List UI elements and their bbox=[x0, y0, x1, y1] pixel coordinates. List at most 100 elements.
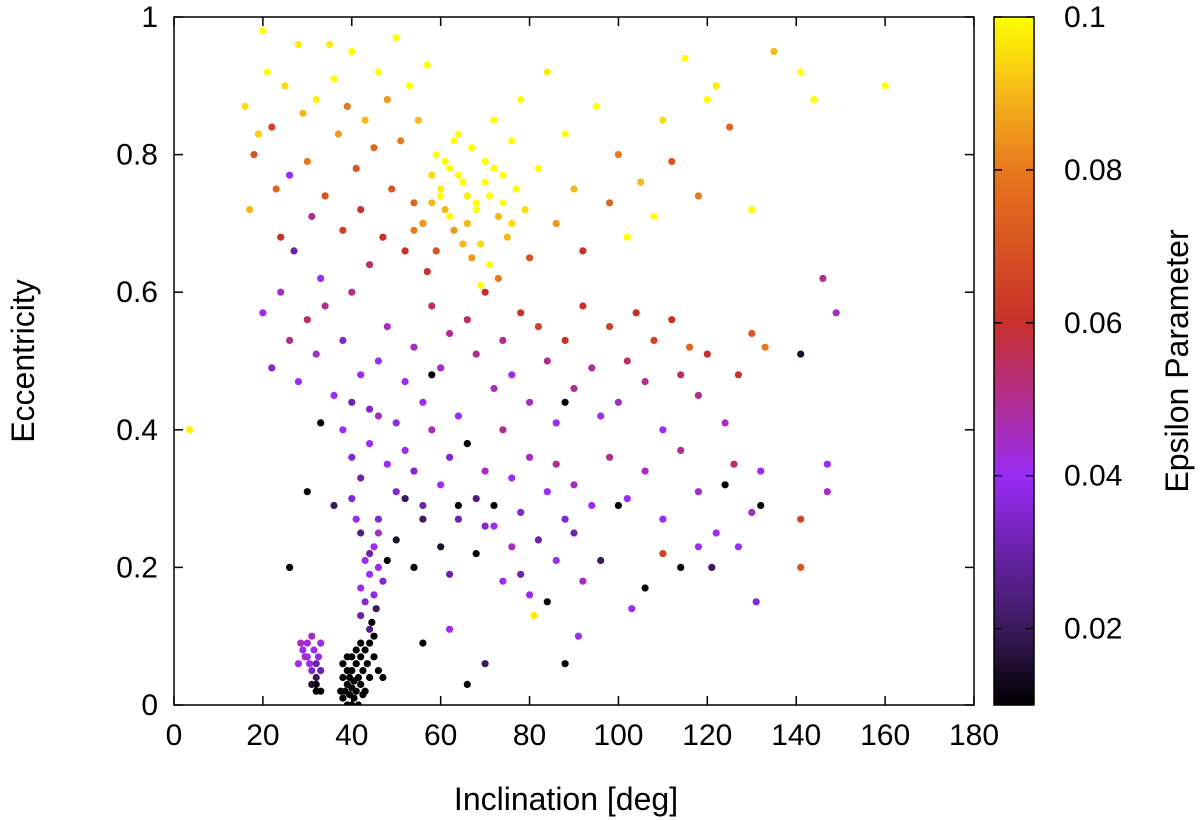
colorbar-frame bbox=[993, 16, 1035, 706]
data-point bbox=[372, 605, 380, 613]
y-tick-label: 0.8 bbox=[116, 139, 158, 172]
data-point bbox=[317, 667, 325, 675]
data-point bbox=[361, 687, 369, 695]
data-point bbox=[339, 673, 347, 682]
data-point bbox=[588, 501, 596, 510]
data-point bbox=[530, 612, 538, 620]
data-point bbox=[370, 653, 378, 661]
data-point bbox=[370, 543, 378, 551]
y-tick-label: 0 bbox=[141, 689, 158, 722]
data-point bbox=[797, 563, 805, 572]
data-point bbox=[348, 453, 356, 461]
data-point bbox=[508, 219, 516, 227]
data-point bbox=[366, 550, 374, 558]
data-point bbox=[370, 144, 378, 152]
data-point bbox=[561, 336, 569, 344]
data-point bbox=[246, 206, 254, 214]
data-point bbox=[823, 460, 831, 468]
data-point bbox=[383, 323, 391, 331]
data-point bbox=[330, 501, 338, 510]
data-point bbox=[748, 329, 756, 338]
data-point bbox=[419, 219, 427, 227]
data-point bbox=[410, 563, 418, 572]
data-point bbox=[832, 309, 840, 317]
data-point bbox=[459, 240, 467, 248]
data-point bbox=[286, 171, 294, 179]
data-point bbox=[303, 316, 311, 324]
data-point bbox=[370, 591, 378, 599]
data-point bbox=[352, 515, 360, 523]
data-point bbox=[748, 206, 756, 214]
data-point bbox=[628, 605, 636, 613]
data-point bbox=[490, 116, 498, 124]
data-point bbox=[650, 336, 658, 344]
data-point bbox=[694, 192, 703, 200]
data-point bbox=[819, 274, 827, 282]
data-point bbox=[428, 371, 436, 379]
data-point bbox=[641, 378, 649, 386]
data-point bbox=[797, 350, 805, 358]
data-point bbox=[330, 75, 338, 83]
data-point bbox=[446, 212, 454, 221]
data-point bbox=[308, 667, 316, 675]
data-point bbox=[374, 357, 382, 365]
data-point bbox=[677, 563, 685, 572]
data-point bbox=[374, 529, 382, 537]
data-point bbox=[570, 529, 578, 537]
data-point bbox=[268, 364, 276, 372]
data-point bbox=[366, 261, 374, 269]
data-point bbox=[472, 199, 480, 207]
colorbar-title: Epsilon Parameter bbox=[1159, 229, 1195, 493]
data-point bbox=[499, 199, 507, 207]
colorbar-tick-label: 0.1 bbox=[1064, 1, 1106, 34]
data-point bbox=[330, 391, 338, 399]
data-point bbox=[301, 653, 309, 661]
data-point bbox=[368, 618, 376, 627]
data-point bbox=[423, 61, 431, 69]
data-point bbox=[770, 47, 778, 56]
data-point bbox=[379, 577, 387, 585]
data-point bbox=[490, 384, 498, 393]
data-point bbox=[366, 570, 374, 578]
data-point bbox=[561, 660, 569, 668]
data-point bbox=[383, 96, 391, 104]
data-point bbox=[366, 673, 374, 682]
data-point bbox=[579, 577, 587, 585]
data-point bbox=[623, 233, 631, 241]
data-point bbox=[357, 584, 365, 592]
data-point bbox=[401, 446, 409, 454]
data-point bbox=[272, 185, 280, 193]
data-point bbox=[446, 329, 454, 338]
data-point bbox=[508, 371, 516, 379]
data-point bbox=[357, 639, 365, 647]
data-point bbox=[463, 316, 471, 324]
data-point bbox=[468, 144, 476, 152]
data-point bbox=[797, 68, 805, 76]
data-point bbox=[534, 164, 543, 172]
data-point bbox=[392, 34, 400, 42]
data-point bbox=[428, 302, 436, 310]
data-point bbox=[286, 563, 294, 572]
data-point bbox=[454, 171, 462, 179]
data-point bbox=[354, 673, 362, 682]
data-point bbox=[614, 398, 623, 406]
data-point bbox=[432, 247, 440, 255]
data-point bbox=[694, 488, 703, 496]
data-point bbox=[570, 481, 578, 489]
data-point bbox=[357, 529, 365, 537]
data-point bbox=[561, 398, 569, 406]
data-points bbox=[186, 27, 889, 705]
data-point bbox=[570, 185, 578, 193]
data-point bbox=[486, 261, 494, 269]
data-point bbox=[361, 556, 369, 565]
data-point bbox=[757, 501, 765, 510]
data-point bbox=[472, 495, 480, 503]
data-point bbox=[357, 474, 365, 482]
data-point bbox=[334, 130, 342, 138]
data-point bbox=[441, 206, 449, 214]
data-point bbox=[659, 550, 667, 558]
data-point bbox=[517, 508, 525, 516]
data-point bbox=[677, 446, 685, 454]
data-point bbox=[419, 515, 427, 523]
data-point bbox=[606, 199, 614, 207]
